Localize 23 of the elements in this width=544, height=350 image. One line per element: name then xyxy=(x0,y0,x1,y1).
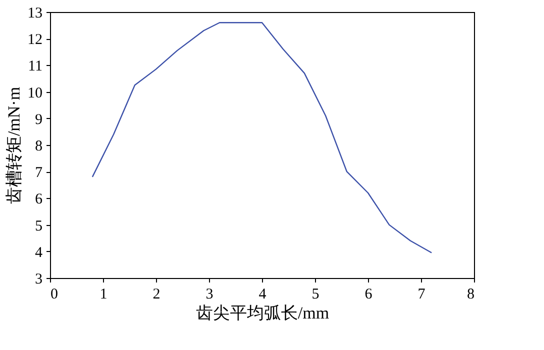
y-axis-title: 齿槽转矩/mN·m xyxy=(4,86,24,204)
x-tick-label: 7 xyxy=(418,286,426,302)
y-tick-label: 12 xyxy=(28,32,42,48)
y-tick-label: 13 xyxy=(28,6,42,22)
x-tick-label: 6 xyxy=(364,286,373,302)
y-tick-label: 5 xyxy=(35,218,42,234)
x-tick-label: 3 xyxy=(206,286,214,302)
line-series xyxy=(92,22,432,254)
y-tick-label: 9 xyxy=(35,112,42,128)
y-tick-label: 10 xyxy=(28,85,42,102)
y-tick-label: 8 xyxy=(35,138,42,154)
x-tick-label: 5 xyxy=(312,286,320,302)
y-tick-label: 7 xyxy=(35,165,43,182)
x-tick-label: 0 xyxy=(50,286,58,302)
x-tick-label: 8 xyxy=(467,286,474,302)
y-tick-label: 6 xyxy=(35,192,43,208)
y-tick-label: 3 xyxy=(35,272,42,288)
y-tick-label: 11 xyxy=(28,58,42,75)
y-tick-label: 4 xyxy=(35,244,43,261)
x-tick-label: 2 xyxy=(152,286,160,302)
x-tick-label: 1 xyxy=(100,286,108,302)
x-axis-title: 齿尖平均弧长/mm xyxy=(196,304,330,322)
x-tick-label: 4 xyxy=(258,286,267,302)
